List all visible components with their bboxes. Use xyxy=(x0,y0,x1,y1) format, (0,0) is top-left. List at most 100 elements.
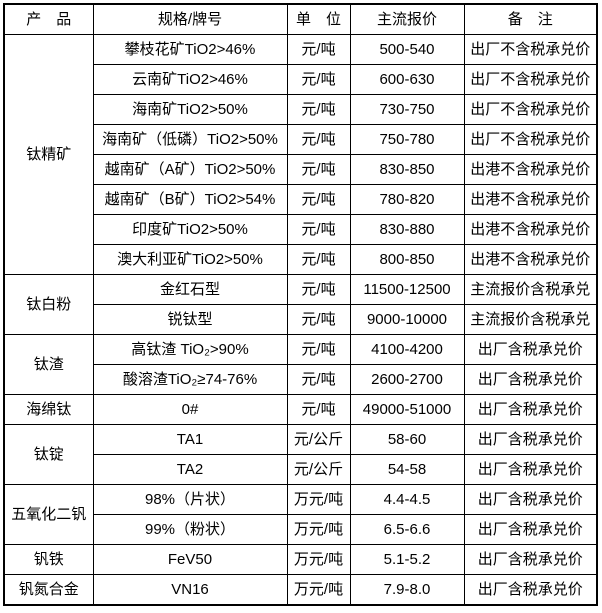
product-cell: 钒铁 xyxy=(3,544,94,575)
table-row: 澳大利亚矿TiO2>50% 元/吨 800-850 出港不含税承兑价 xyxy=(4,244,598,275)
price-cell: 600-630 xyxy=(349,64,465,95)
note-cell: 出厂含税承兑价 xyxy=(463,514,598,545)
unit-cell: 元/吨 xyxy=(286,244,351,275)
spec-cell: 云南矿TiO2>46% xyxy=(92,64,288,95)
product-cell: 钛锭 xyxy=(3,424,94,485)
table-row: TA2 元/公斤 54-58 出厂含税承兑价 xyxy=(4,454,598,485)
unit-cell: 元/吨 xyxy=(286,364,351,395)
price-cell: 9000-10000 xyxy=(349,304,465,335)
table-row: 酸溶渣TiO₂≥74-76% 元/吨 2600-2700 出厂含税承兑价 xyxy=(4,364,598,395)
spec-cell: 99%（粉状） xyxy=(92,514,288,545)
table-row: 锐钛型 元/吨 9000-10000 主流报价含税承兑 xyxy=(4,304,598,335)
spec-cell: 0# xyxy=(92,394,288,425)
price-cell: 2600-2700 xyxy=(349,364,465,395)
product-cell: 钛渣 xyxy=(3,334,94,395)
table-row: 海南矿TiO2>50% 元/吨 730-750 出厂不含税承兑价 xyxy=(4,94,598,125)
spec-cell: 酸溶渣TiO₂≥74-76% xyxy=(92,364,288,395)
spec-cell: FeV50 xyxy=(92,544,288,575)
col-header-note: 备 注 xyxy=(463,3,598,35)
unit-cell: 元/吨 xyxy=(286,214,351,245)
note-cell: 出厂不含税承兑价 xyxy=(463,64,598,95)
table-row: 越南矿（A矿）TiO2>50% 元/吨 830-850 出港不含税承兑价 xyxy=(4,154,598,185)
note-cell: 出厂不含税承兑价 xyxy=(463,124,598,155)
note-cell: 出港不含税承兑价 xyxy=(463,184,598,215)
unit-cell: 元/吨 xyxy=(286,184,351,215)
col-header-spec: 规格/牌号 xyxy=(92,3,288,35)
note-cell: 出厂不含税承兑价 xyxy=(463,94,598,125)
spec-cell: TA2 xyxy=(92,454,288,485)
price-cell: 4.4-4.5 xyxy=(349,484,465,515)
unit-cell: 万元/吨 xyxy=(286,574,351,606)
spec-cell: 澳大利亚矿TiO2>50% xyxy=(92,244,288,275)
unit-cell: 万元/吨 xyxy=(286,544,351,575)
table-row: 钒铁 FeV50 万元/吨 5.1-5.2 出厂含税承兑价 xyxy=(3,544,598,575)
price-cell: 500-540 xyxy=(349,34,465,65)
table-row: 印度矿TiO2>50% 元/吨 830-880 出港不含税承兑价 xyxy=(4,214,598,245)
unit-cell: 元/吨 xyxy=(286,154,351,185)
spec-cell: 印度矿TiO2>50% xyxy=(92,214,288,245)
unit-cell: 元/吨 xyxy=(286,304,351,335)
price-table: 产 品 规格/牌号 单 位 主流报价 备 注 钛精矿 攀枝花矿TiO2>46% … xyxy=(3,3,598,606)
price-cell: 11500-12500 xyxy=(349,274,465,305)
note-cell: 主流报价含税承兑 xyxy=(463,304,598,335)
price-cell: 750-780 xyxy=(349,124,465,155)
spec-cell: 海南矿（低磷）TiO2>50% xyxy=(92,124,288,155)
price-cell: 6.5-6.6 xyxy=(349,514,465,545)
col-header-product: 产 品 xyxy=(3,3,94,35)
table-row: 云南矿TiO2>46% 元/吨 600-630 出厂不含税承兑价 xyxy=(4,64,598,95)
note-cell: 出厂含税承兑价 xyxy=(463,484,598,515)
unit-cell: 元/吨 xyxy=(286,334,351,365)
price-cell: 54-58 xyxy=(349,454,465,485)
table-row: 海南矿（低磷）TiO2>50% 元/吨 750-780 出厂不含税承兑价 xyxy=(4,124,598,155)
price-cell: 58-60 xyxy=(349,424,465,455)
product-cell: 五氧化二钒 xyxy=(3,484,94,545)
note-cell: 出港不含税承兑价 xyxy=(463,214,598,245)
price-cell: 7.9-8.0 xyxy=(349,574,465,606)
spec-cell: 海南矿TiO2>50% xyxy=(92,94,288,125)
note-cell: 主流报价含税承兑 xyxy=(463,274,598,305)
spec-cell: 98%（片状） xyxy=(92,484,288,515)
spec-cell: 攀枝花矿TiO2>46% xyxy=(92,34,288,65)
unit-cell: 元/公斤 xyxy=(286,424,351,455)
unit-cell: 元/吨 xyxy=(286,94,351,125)
table-row: 钛渣 高钛渣 TiO₂>90% 元/吨 4100-4200 出厂含税承兑价 xyxy=(3,334,598,395)
price-table-container: 产 品 规格/牌号 单 位 主流报价 备 注 钛精矿 攀枝花矿TiO2>46% … xyxy=(3,3,598,606)
product-cell: 钒氮合金 xyxy=(3,574,94,606)
price-cell: 830-880 xyxy=(349,214,465,245)
price-cell: 780-820 xyxy=(349,184,465,215)
spec-cell: 越南矿（B矿）TiO2>54% xyxy=(92,184,288,215)
note-cell: 出厂含税承兑价 xyxy=(463,394,598,425)
table-row: 钛精矿 攀枝花矿TiO2>46% 元/吨 500-540 出厂不含税承兑价 xyxy=(3,34,598,275)
product-cell: 钛白粉 xyxy=(3,274,94,335)
table-row: 五氧化二钒 98%（片状） 万元/吨 4.4-4.5 出厂含税承兑价 xyxy=(3,484,598,545)
note-cell: 出港不含税承兑价 xyxy=(463,154,598,185)
note-cell: 出厂不含税承兑价 xyxy=(463,34,598,65)
unit-cell: 元/公斤 xyxy=(286,454,351,485)
unit-cell: 元/吨 xyxy=(286,34,351,65)
price-cell: 4100-4200 xyxy=(349,334,465,365)
spec-cell: 越南矿（A矿）TiO2>50% xyxy=(92,154,288,185)
spec-cell: 高钛渣 TiO₂>90% xyxy=(92,334,288,365)
spec-cell: VN16 xyxy=(92,574,288,606)
price-cell: 730-750 xyxy=(349,94,465,125)
table-row: 钒氮合金 VN16 万元/吨 7.9-8.0 出厂含税承兑价 xyxy=(3,574,598,606)
table-row: 海绵钛 0# 元/吨 49000-51000 出厂含税承兑价 xyxy=(3,394,598,425)
table-row: 越南矿（B矿）TiO2>54% 元/吨 780-820 出港不含税承兑价 xyxy=(4,184,598,215)
col-header-unit: 单 位 xyxy=(286,3,351,35)
unit-cell: 元/吨 xyxy=(286,394,351,425)
product-cell: 海绵钛 xyxy=(3,394,94,425)
col-header-price: 主流报价 xyxy=(349,3,465,35)
header-row: 产 品 规格/牌号 单 位 主流报价 备 注 xyxy=(3,3,598,35)
spec-cell: 锐钛型 xyxy=(92,304,288,335)
note-cell: 出厂含税承兑价 xyxy=(463,424,598,455)
note-cell: 出港不含税承兑价 xyxy=(463,244,598,275)
price-cell: 830-850 xyxy=(349,154,465,185)
note-cell: 出厂含税承兑价 xyxy=(463,454,598,485)
spec-cell: TA1 xyxy=(92,424,288,455)
price-cell: 5.1-5.2 xyxy=(349,544,465,575)
table-row: 钛锭 TA1 元/公斤 58-60 出厂含税承兑价 xyxy=(3,424,598,485)
note-cell: 出厂含税承兑价 xyxy=(463,574,598,606)
note-cell: 出厂含税承兑价 xyxy=(463,364,598,395)
price-cell: 800-850 xyxy=(349,244,465,275)
unit-cell: 元/吨 xyxy=(286,124,351,155)
